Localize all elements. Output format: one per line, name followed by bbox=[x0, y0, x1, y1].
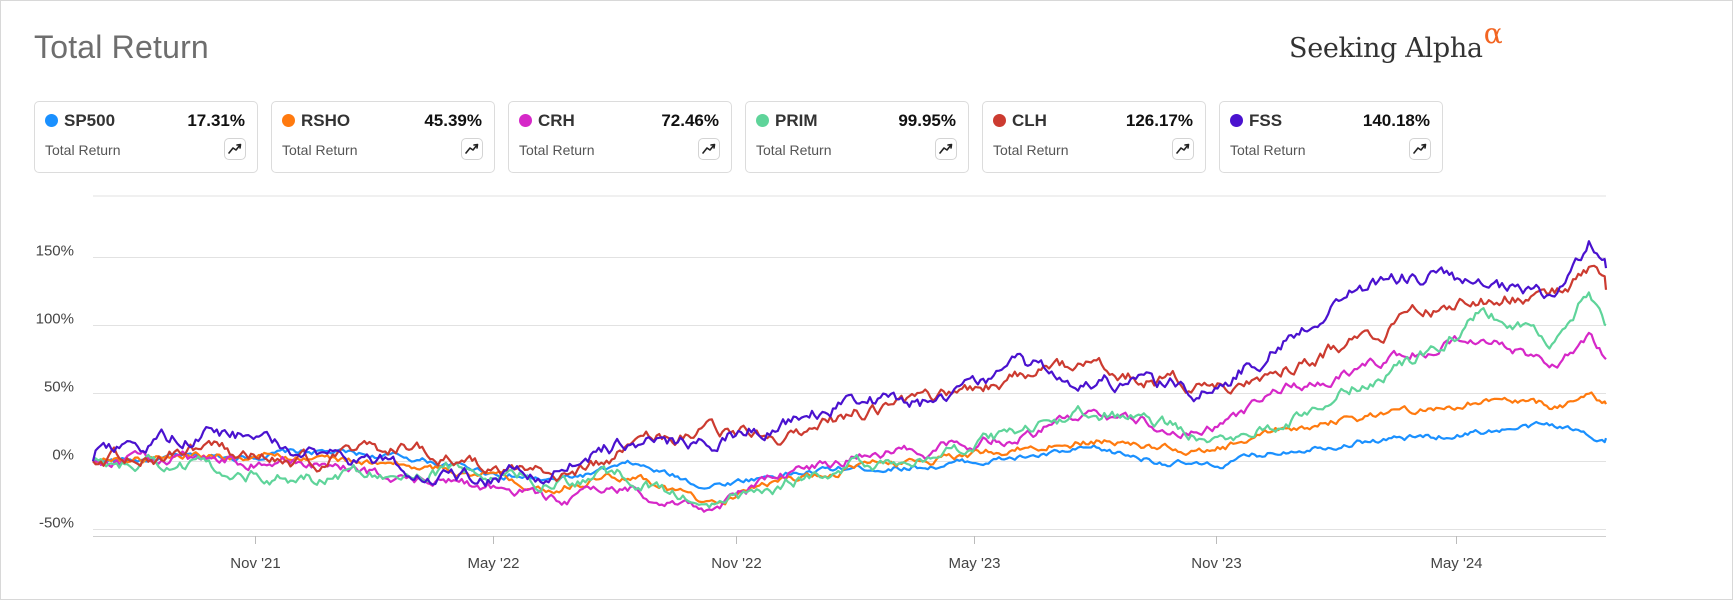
y-tick-label: 100% bbox=[36, 311, 74, 328]
legend-label: Total Return bbox=[282, 142, 358, 158]
series-lines bbox=[91, 240, 1608, 513]
trend-line-button[interactable] bbox=[1172, 138, 1194, 160]
x-tick-label: Nov '23 bbox=[1191, 555, 1241, 572]
trend-line-icon bbox=[702, 143, 716, 154]
trend-line-icon bbox=[939, 143, 953, 154]
trend-line-icon bbox=[228, 143, 242, 154]
series-color-dot bbox=[756, 114, 769, 127]
legend-ticker: PRIM bbox=[775, 111, 818, 130]
series-color-dot bbox=[993, 114, 1006, 127]
x-axis: Nov '21 May '22 Nov '22 May '23 Nov '23 May '… bbox=[93, 536, 1606, 572]
trend-line-button[interactable] bbox=[461, 138, 483, 160]
series-color-dot bbox=[519, 114, 532, 127]
y-tick-label: -50% bbox=[39, 515, 74, 532]
series-line-clh bbox=[92, 264, 1608, 482]
x-tick-label: Nov '22 bbox=[711, 555, 761, 572]
trend-line-button[interactable] bbox=[1409, 138, 1431, 160]
legend-value: 72.46% bbox=[661, 111, 719, 130]
trend-line-button[interactable] bbox=[224, 138, 246, 160]
brand-alpha-symbol: α bbox=[1483, 17, 1503, 50]
legend-value: 45.39% bbox=[424, 111, 482, 130]
x-tick-label: Nov '21 bbox=[230, 555, 280, 572]
trend-line-button[interactable] bbox=[935, 138, 957, 160]
series-color-dot bbox=[45, 114, 58, 127]
legend-value: 17.31% bbox=[187, 111, 245, 130]
legend-card-prim[interactable]: PRIM 99.95% Total Return bbox=[745, 101, 969, 173]
legend-value: 126.17% bbox=[1125, 111, 1193, 130]
legend-label: Total Return bbox=[756, 142, 832, 158]
series-line-fss bbox=[91, 240, 1608, 488]
x-tick-label: May '22 bbox=[467, 555, 519, 572]
series-color-dot bbox=[282, 114, 295, 127]
series-line-prim bbox=[92, 291, 1607, 509]
legend-ticker: FSS bbox=[1249, 111, 1283, 130]
legend-card-sp500[interactable]: SP500 17.31% Total Return bbox=[34, 101, 258, 173]
series-line-crh bbox=[92, 331, 1607, 513]
y-tick-label: 50% bbox=[44, 379, 74, 396]
legend-value: 99.95% bbox=[898, 111, 956, 130]
trend-line-icon bbox=[1413, 143, 1427, 154]
legend-card-crh[interactable]: CRH 72.46% Total Return bbox=[508, 101, 732, 173]
y-tick-label: 150% bbox=[36, 243, 74, 260]
y-axis: 150% 100% 50% 0% -50% bbox=[36, 243, 74, 532]
legend-label: Total Return bbox=[45, 142, 121, 158]
trend-line-icon bbox=[1176, 143, 1190, 154]
series-color-dot bbox=[1230, 114, 1243, 127]
legend-label: Total Return bbox=[1230, 142, 1306, 158]
legend-ticker: SP500 bbox=[64, 111, 116, 130]
legend-ticker: CRH bbox=[538, 111, 575, 130]
legend-value: 140.18% bbox=[1362, 111, 1430, 130]
legend-card-rsho[interactable]: RSHO 45.39% Total Return bbox=[271, 101, 495, 173]
trend-line-button[interactable] bbox=[698, 138, 720, 160]
trend-line-icon bbox=[465, 143, 479, 154]
legend-card-fss[interactable]: FSS 140.18% Total Return bbox=[1219, 101, 1443, 173]
legend-ticker: RSHO bbox=[301, 111, 351, 130]
legend-label: Total Return bbox=[519, 142, 595, 158]
legend-ticker: CLH bbox=[1012, 111, 1047, 130]
y-tick-label: 0% bbox=[52, 447, 74, 464]
x-tick-label: May '24 bbox=[1430, 555, 1482, 572]
page-title: Total Return bbox=[34, 29, 209, 65]
series-line-rsho bbox=[92, 391, 1607, 506]
brand-name: Seeking Alpha bbox=[1289, 33, 1483, 64]
legend-card-clh[interactable]: CLH 126.17% Total Return bbox=[982, 101, 1206, 173]
x-tick-label: May '23 bbox=[948, 555, 1000, 572]
series-line-sp500 bbox=[92, 420, 1608, 490]
legend-label: Total Return bbox=[993, 142, 1069, 158]
seeking-alpha-logo: Seeking Alphaα bbox=[1289, 17, 1503, 64]
